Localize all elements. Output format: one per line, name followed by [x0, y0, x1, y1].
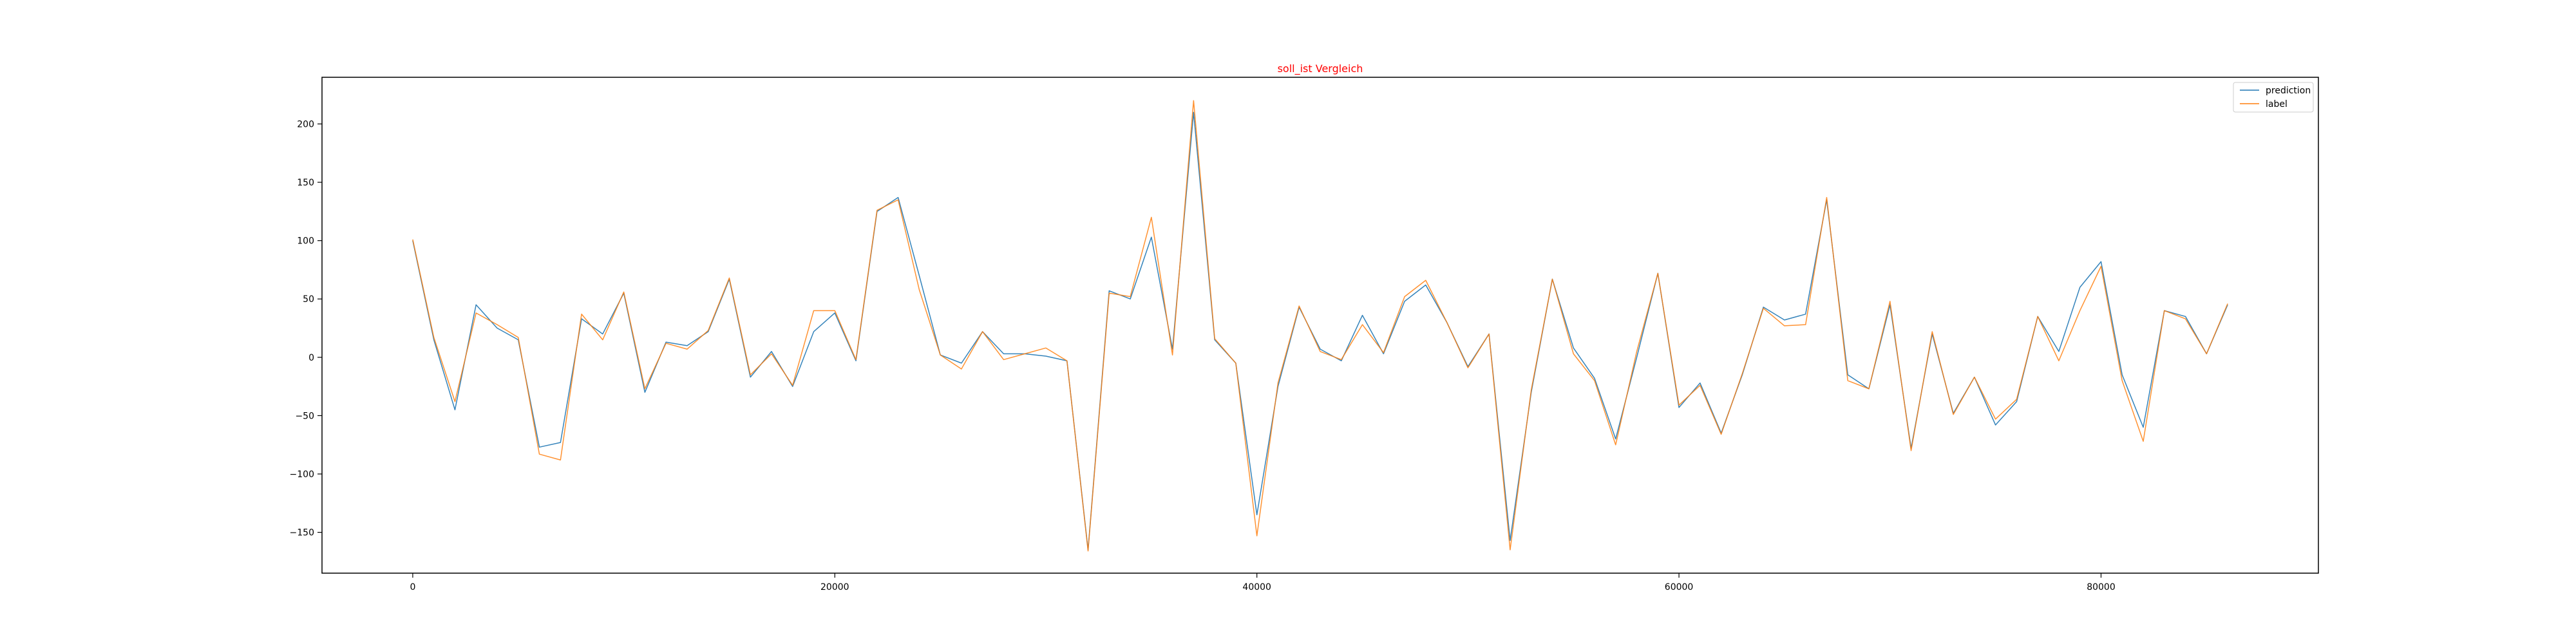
x-tick-label: 0: [410, 582, 415, 592]
x-tick-label: 20000: [820, 582, 849, 592]
chart-title: soll_ist Vergleich: [1278, 62, 1363, 75]
legend-label-prediction: prediction: [2266, 86, 2311, 96]
x-tick-label: 60000: [1665, 582, 1694, 592]
y-axis: −150 −100 −50 0 50 100 150 200: [290, 119, 322, 538]
axes-frame: [321, 77, 2319, 574]
y-tick-label: 50: [303, 294, 314, 305]
y-tick-label: −150: [290, 528, 314, 538]
series-line-label: [412, 100, 2228, 552]
legend-label-label: label: [2266, 99, 2287, 109]
legend: prediction label: [2233, 82, 2314, 113]
y-tick-label: 100: [297, 236, 314, 247]
y-tick-label: 200: [297, 119, 314, 129]
x-tick-label: 80000: [2087, 582, 2116, 592]
y-tick-label: 150: [297, 178, 314, 188]
plot-area: [412, 100, 2228, 552]
x-tick-label: 40000: [1242, 582, 1271, 592]
y-tick-label: −100: [290, 469, 314, 480]
y-tick-label: 0: [308, 353, 314, 363]
x-axis: 0 20000 40000 60000 80000: [410, 573, 2116, 592]
y-tick-label: −50: [295, 411, 314, 421]
